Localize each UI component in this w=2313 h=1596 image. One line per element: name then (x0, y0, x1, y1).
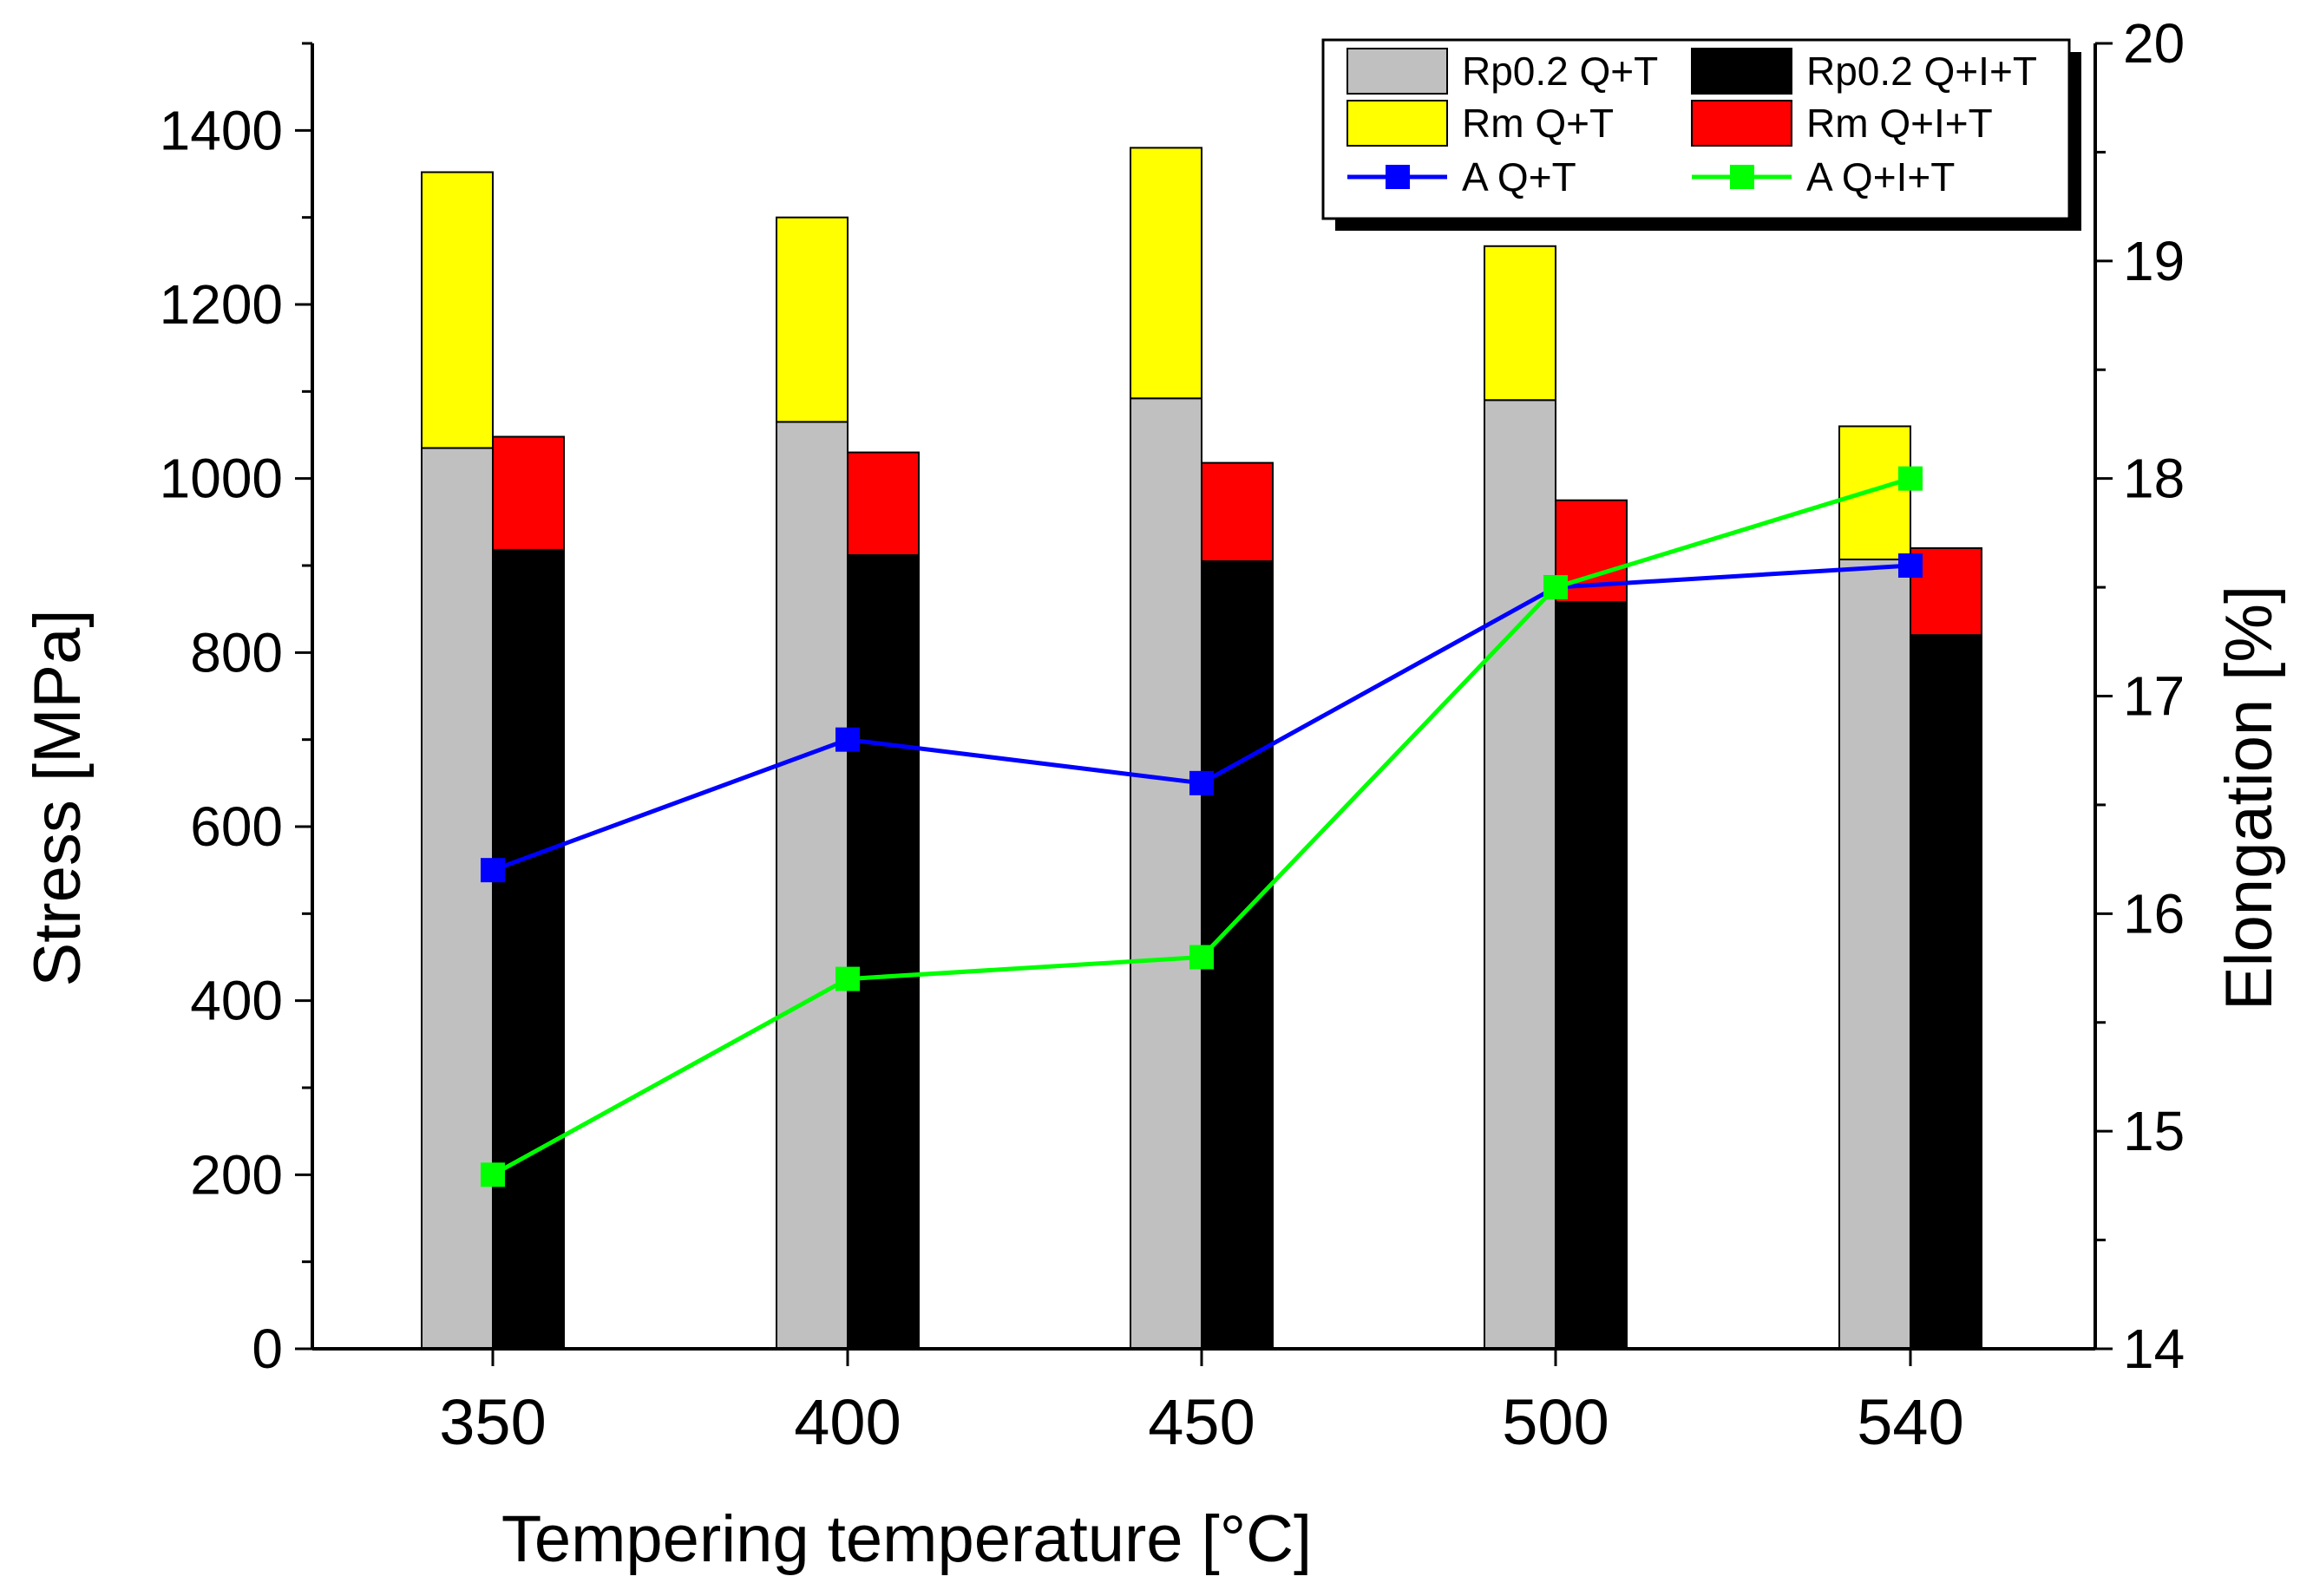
axes-layer: 0 200 400 600 800 1000 1200 1400 14 15 16 17 18 19 20 3… (160, 12, 2185, 1458)
bar-rp0-2-q-t-500 (1484, 399, 1556, 1350)
bar-rp0-2-q-t-450 (1130, 397, 1202, 1350)
bars-layer (421, 147, 1982, 1351)
marker-a-q-t-450 (1189, 770, 1214, 795)
y-tick-label: 800 (190, 621, 283, 684)
bar-rm-q-t-350 (421, 171, 494, 449)
bar-rm-q-t-400 (776, 216, 849, 423)
legend-swatch-rm-q-t (1347, 100, 1448, 147)
bar-rp0-2-q-t-540 (1838, 558, 1911, 1350)
bar-rm-q-t-540 (1838, 425, 1911, 560)
legend-label-rm-q-t: Rm Q+T (1462, 101, 1614, 146)
marker-a-q-t-400 (835, 727, 860, 752)
y-tick-label: 600 (190, 795, 283, 858)
marker-a-q-i-t-540 (1898, 466, 1923, 491)
x-tick-label: 540 (1857, 1386, 1963, 1458)
legend-label-rp0-2-q-i-t: Rp0.2 Q+I+T (1806, 49, 2037, 94)
x-tick-label: 500 (1502, 1386, 1609, 1458)
marker-a-q-i-t-400 (835, 966, 860, 991)
legend-label-a-q-t: A Q+T (1462, 154, 1576, 200)
legend-swatch-rp0-2-q-i-t (1691, 48, 1792, 95)
bar-rm-q-t-500 (1484, 245, 1556, 402)
y2-tick-label: 20 (2123, 12, 2185, 75)
y-tick-label: 1200 (160, 273, 283, 336)
marker-a-q-t-350 (481, 858, 505, 883)
marker-a-q-t-540 (1898, 553, 1923, 578)
y2-tick-label: 14 (2123, 1318, 2185, 1380)
bar-rp0-2-q-t-350 (421, 447, 494, 1350)
marker-a-q-i-t-450 (1189, 945, 1214, 970)
bar-rm-q-i-t-400 (847, 451, 920, 556)
legend-label-rp0-2-q-t: Rp0.2 Q+T (1462, 49, 1658, 94)
y-axis-title: Stress [MPa] (21, 610, 95, 987)
legend-swatch-rp0-2-q-t (1347, 48, 1448, 95)
y2-axis-title: Elongation [%] (2212, 585, 2286, 1011)
legend-swatch-rm-q-i-t (1691, 100, 1792, 147)
y2-tick-label: 19 (2123, 230, 2185, 292)
bar-rp0-2-q-i-t-540 (1910, 634, 1982, 1350)
legend: Rp0.2 Q+T Rp0.2 Q+I+T Rm Q+T Rm Q+I+T A Q+T A… (1321, 38, 2081, 231)
bar-rm-q-i-t-450 (1201, 461, 1274, 562)
bar-rm-q-t-450 (1130, 147, 1202, 400)
y-tick-label: 200 (190, 1143, 283, 1206)
y2-tick-label: 18 (2123, 448, 2185, 510)
y-tick-label: 400 (190, 970, 283, 1032)
bar-rm-q-i-t-350 (492, 435, 565, 551)
y2-tick-label: 15 (2123, 1100, 2185, 1162)
legend-label-rm-q-i-t: Rm Q+I+T (1806, 101, 1993, 146)
x-axis-title: Tempering temperature [°C] (501, 1502, 1312, 1576)
x-tick-label: 350 (439, 1386, 546, 1458)
marker-a-q-i-t-350 (481, 1162, 505, 1187)
y-tick-label: 1400 (160, 99, 283, 161)
x-tick-label: 450 (1148, 1386, 1255, 1458)
y-tick-label: 1000 (160, 448, 283, 510)
lines-layer (481, 466, 1923, 1187)
bar-rp0-2-q-t-400 (776, 421, 849, 1351)
x-tick-label: 400 (794, 1386, 901, 1458)
y2-tick-label: 16 (2123, 882, 2185, 945)
legend-marker-a-q-t (1386, 165, 1410, 189)
bar-rp0-2-q-i-t-400 (847, 553, 920, 1350)
legend-label-a-q-i-t: A Q+I+T (1806, 154, 1955, 200)
bar-rp0-2-q-i-t-350 (492, 548, 565, 1350)
legend-marker-a-q-i-t (1730, 165, 1754, 189)
y-tick-label: 0 (252, 1318, 283, 1380)
marker-a-q-i-t-500 (1543, 575, 1568, 600)
y2-tick-label: 17 (2123, 665, 2185, 728)
bar-rp0-2-q-i-t-500 (1555, 601, 1628, 1350)
